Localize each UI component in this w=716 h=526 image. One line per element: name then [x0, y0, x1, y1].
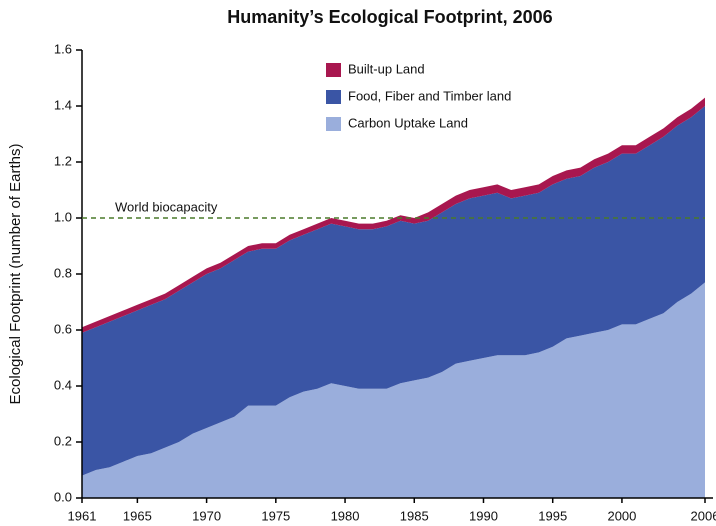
y-tick-label: 1.2	[54, 153, 72, 168]
x-tick-label: 1970	[192, 508, 221, 523]
y-tick-label: 0.0	[54, 489, 72, 504]
legend-swatch	[326, 90, 341, 104]
x-tick-label: 1980	[331, 508, 360, 523]
y-tick-label: 0.4	[54, 377, 72, 392]
area	[82, 282, 705, 498]
y-tick-label: 1.0	[54, 209, 72, 224]
x-tick-label: 1975	[261, 508, 290, 523]
y-tick-label: 0.2	[54, 433, 72, 448]
chart-title: Humanity’s Ecological Footprint, 2006	[227, 7, 552, 27]
y-tick-label: 1.6	[54, 41, 72, 56]
x-tick-label: 2000	[607, 508, 636, 523]
reference-label: World biocapacity	[115, 199, 218, 214]
y-tick-label: 1.4	[54, 97, 72, 112]
legend-label: Built-up Land	[348, 61, 425, 76]
legend-swatch	[326, 63, 341, 77]
area	[82, 106, 705, 476]
y-tick-label: 0.8	[54, 265, 72, 280]
legend-label: Carbon Uptake Land	[348, 115, 468, 130]
x-tick-label: 1961	[68, 508, 97, 523]
x-tick-label: 2006	[691, 508, 716, 523]
x-tick-label: 1995	[538, 508, 567, 523]
x-tick-label: 1990	[469, 508, 498, 523]
y-tick-label: 0.6	[54, 321, 72, 336]
y-axis-label: Ecological Footprint (number of Earths)	[7, 144, 24, 405]
x-tick-label: 1985	[400, 508, 429, 523]
legend-label: Food, Fiber and Timber land	[348, 88, 511, 103]
x-tick-label: 1965	[123, 508, 152, 523]
legend-swatch	[326, 117, 341, 131]
